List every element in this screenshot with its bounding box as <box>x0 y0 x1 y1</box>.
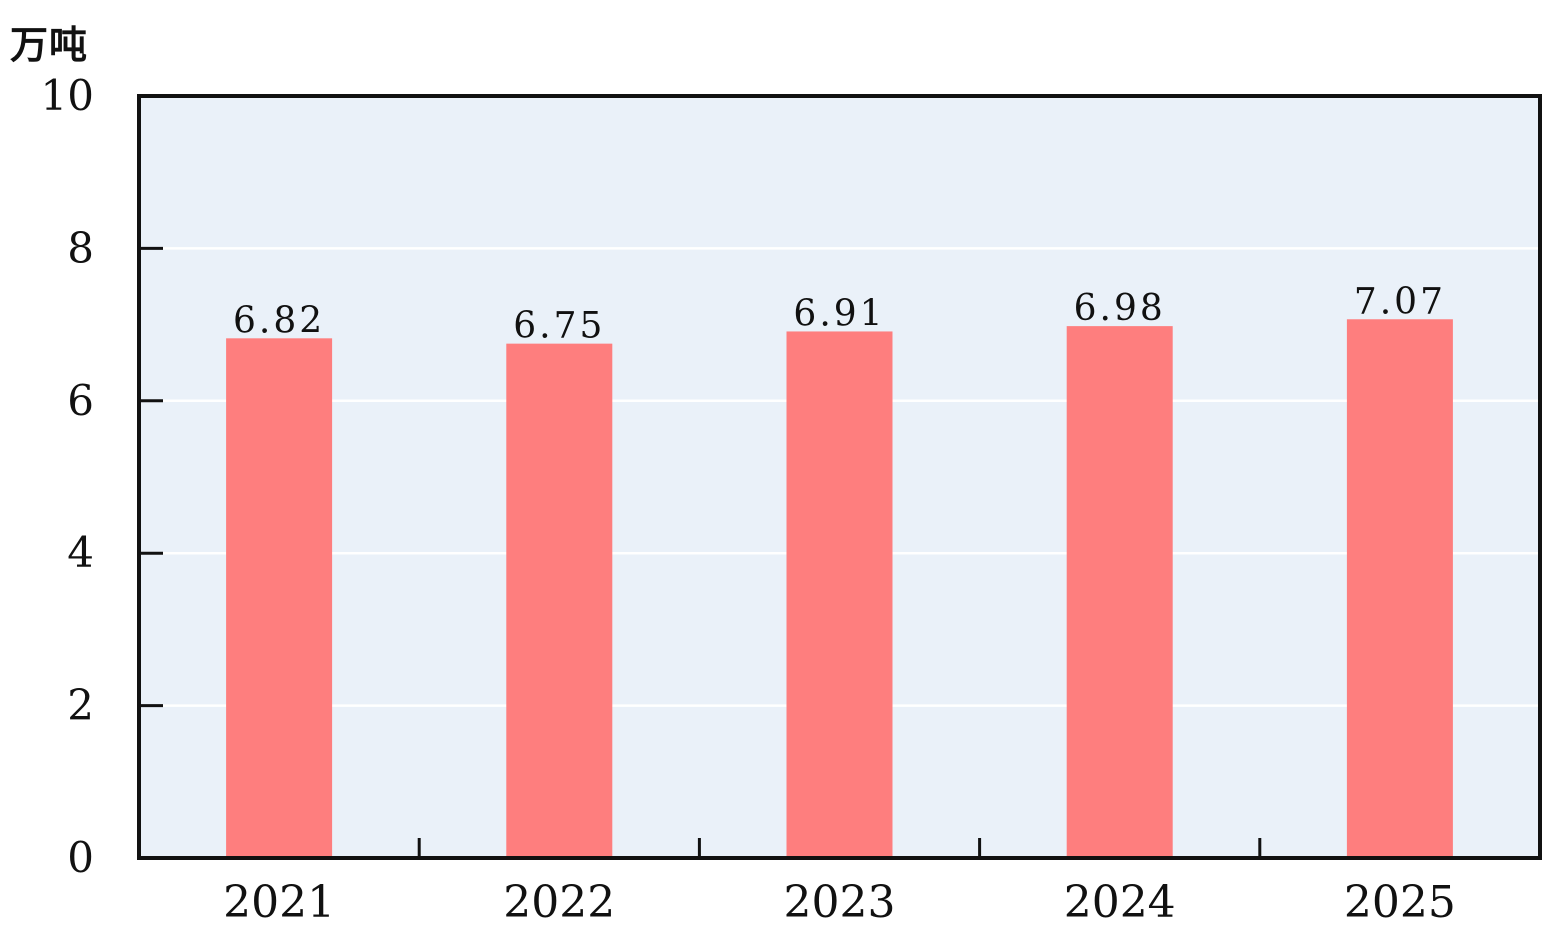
bar-2022 <box>506 343 613 858</box>
bar-2021 <box>226 338 333 858</box>
y-tick-label-4: 4 <box>67 528 94 577</box>
y-tick-label-6: 6 <box>67 376 94 425</box>
y-tick-label-2: 2 <box>67 681 94 730</box>
x-tick-label-2025: 2025 <box>1344 877 1456 928</box>
x-tick-label-2023: 2023 <box>784 877 896 928</box>
data-label-2022: 6.75 <box>513 306 605 347</box>
x-tick-label-2021: 2021 <box>223 877 335 928</box>
bar-2023 <box>786 331 893 858</box>
y-tick-label-0: 0 <box>67 833 94 882</box>
bar-2024 <box>1066 326 1173 858</box>
y-tick-label-8: 8 <box>67 223 94 272</box>
x-tick-label-2024: 2024 <box>1064 877 1176 928</box>
y-tick-label-10: 10 <box>41 71 94 120</box>
x-tick-label-2022: 2022 <box>503 877 615 928</box>
data-label-2021: 6.82 <box>233 300 325 341</box>
data-label-2023: 6.91 <box>793 293 885 334</box>
bar-2025 <box>1346 319 1453 858</box>
data-label-2025: 7.07 <box>1354 281 1446 322</box>
data-label-2024: 6.98 <box>1074 288 1166 329</box>
y-axis-unit-label: 万吨 <box>10 23 89 67</box>
plot-frame <box>137 94 1542 860</box>
